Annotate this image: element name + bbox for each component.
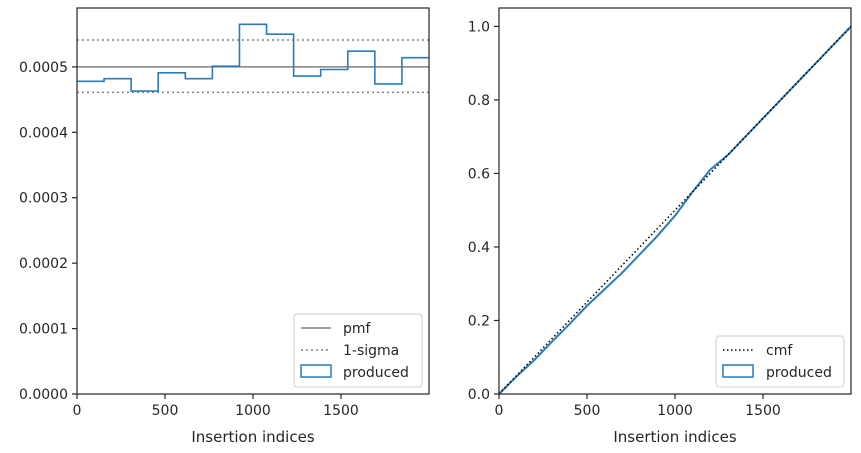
x-tick-label: 0: [73, 403, 82, 419]
right-legend: cmf produced: [715, 335, 845, 388]
legend-produced-swatch: [300, 364, 332, 378]
x-tick-label: 1000: [657, 403, 693, 419]
legend-cmf-label: cmf: [766, 343, 793, 359]
cumulative-panel: 0 500 1000 1500 0.0 0.2 0.4 0.6 0.8 1.0 Insertion…: [468, 7, 852, 446]
produced-bin: [267, 34, 294, 394]
right-x-axis-label: Insertion indices: [613, 428, 736, 446]
legend-sigma-label: 1-sigma: [343, 343, 399, 359]
produced-bin: [77, 81, 104, 394]
legend-produced-swatch-right: [722, 364, 754, 378]
y-tick-label: 0.0004: [19, 125, 68, 141]
y-tick-label: 0.0: [468, 387, 490, 403]
produced-bin: [131, 91, 158, 394]
y-tick-label: 0.0001: [19, 322, 68, 338]
y-tick-label: 0.8: [468, 93, 490, 109]
histogram-panel: 0 500 1000 1500 0.0000 0.0001 0.0002 0.0003 0.00…: [19, 7, 430, 446]
right-axes-background: [499, 8, 851, 394]
right-ticks: 0 500 1000 1500 0.0 0.2 0.4 0.6 0.8 1.0: [468, 19, 781, 419]
left-x-axis-label: Insertion indices: [191, 428, 314, 446]
produced-bin: [158, 73, 185, 394]
y-tick-label: 0.0005: [19, 60, 68, 76]
cmf-line: [498, 25, 852, 395]
x-tick-label: 500: [574, 403, 601, 419]
y-tick-label: 1.0: [468, 19, 490, 35]
left-plot-marks: [77, 23, 429, 394]
y-tick-label: 0.2: [468, 313, 490, 329]
y-tick-label: 0.0003: [19, 191, 68, 207]
x-tick-label: 0: [495, 403, 504, 419]
legend-produced-label-right: produced: [766, 365, 832, 381]
right-legend-box: [715, 335, 845, 388]
produced-bin: [104, 79, 131, 394]
x-tick-label: 1000: [235, 403, 271, 419]
x-tick-label: 500: [152, 403, 179, 419]
legend-pmf-label: pmf: [343, 321, 372, 337]
y-tick-label: 0.0002: [19, 256, 68, 272]
legend-produced-label: produced: [343, 365, 409, 381]
left-ticks: 0 500 1000 1500 0.0000 0.0001 0.0002 0.0003 0.00…: [19, 60, 359, 419]
left-legend-box: [293, 313, 423, 388]
y-tick-label: 0.4: [468, 240, 490, 256]
y-tick-label: 0.6: [468, 166, 490, 182]
x-tick-label: 1500: [323, 403, 359, 419]
right-plot-marks: [498, 25, 852, 395]
left-legend: pmf 1-sigma produced: [293, 313, 423, 388]
y-tick-label: 0.0000: [19, 387, 68, 403]
produced-bin: [185, 79, 212, 394]
produced-bin: [212, 66, 239, 394]
produced-bin: [239, 24, 266, 394]
produced-histogram-step: [77, 23, 429, 92]
x-tick-label: 1500: [745, 403, 781, 419]
